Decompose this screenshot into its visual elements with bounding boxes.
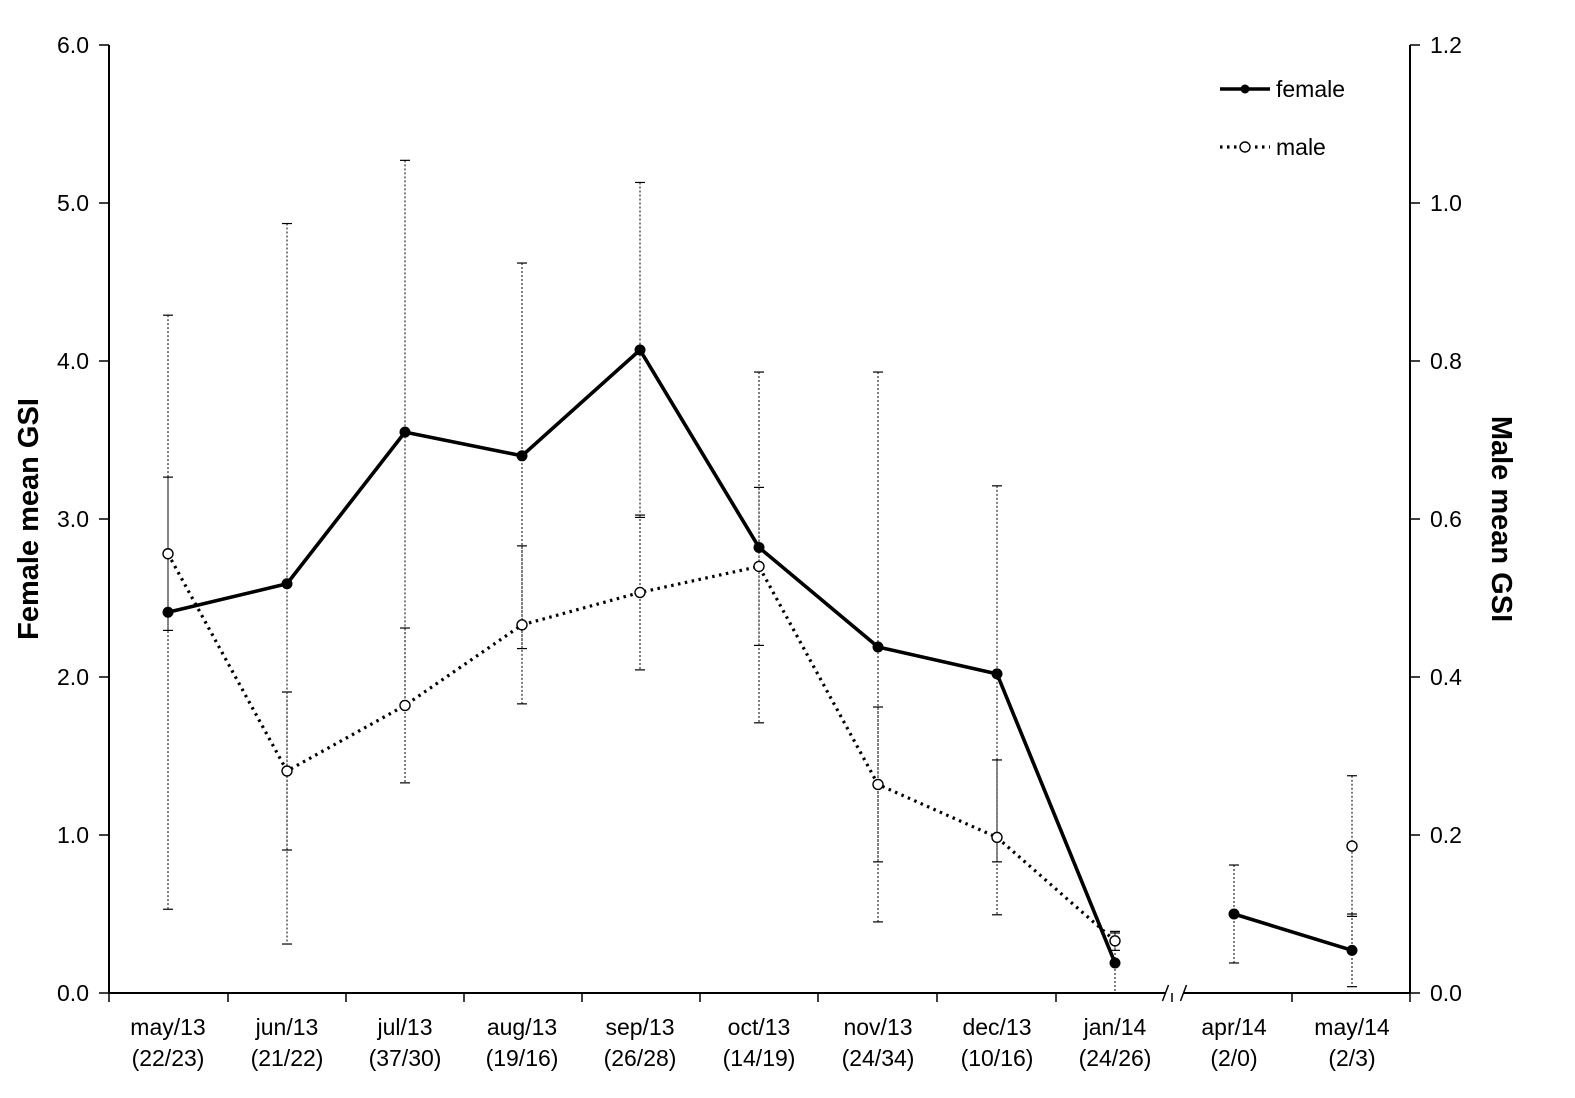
female-point (1228, 908, 1240, 920)
x-tick-label: aug/13 (487, 1014, 557, 1040)
male-point (162, 548, 174, 560)
axis-break-mark (1161, 984, 1170, 1002)
legend-male-label: male (1276, 134, 1326, 160)
x-tick-label-count: (14/19) (723, 1045, 796, 1071)
x-tick-label: apr/14 (1201, 1014, 1266, 1040)
legend: female male (1220, 76, 1345, 160)
right-axis-title: Male mean GSI (1485, 416, 1517, 622)
right-y-tick-label: 0.2 (1430, 822, 1462, 848)
male-point (991, 831, 1003, 844)
male-point (281, 765, 293, 777)
x-tick-label-count: (19/16) (486, 1045, 559, 1071)
left-y-tick-label: 4.0 (57, 348, 89, 374)
female-point (281, 578, 293, 590)
female-line (1233, 912, 1353, 953)
x-tick-label: may/14 (1314, 1014, 1390, 1040)
left-y-tick-label: 3.0 (57, 506, 89, 532)
female-point (753, 541, 765, 553)
left-y-tick-label: 2.0 (57, 664, 89, 690)
female-point (162, 606, 174, 618)
male-point (872, 778, 884, 791)
x-tick-label-count: (21/22) (251, 1045, 324, 1071)
male-point (1109, 935, 1121, 947)
series-markers (162, 344, 1358, 969)
right-y-tick-label: 0.6 (1430, 506, 1462, 532)
left-y-tick-label: 1.0 (57, 822, 89, 848)
right-y-tick-label: 1.0 (1430, 190, 1462, 216)
x-tick-label: jan/14 (1083, 1014, 1147, 1040)
error-bars (163, 159, 1357, 993)
x-tick-label: oct/13 (728, 1014, 791, 1040)
x-tick-label: may/13 (130, 1014, 205, 1040)
female-point (399, 426, 411, 438)
x-tick-label-count: (10/16) (961, 1045, 1034, 1071)
female-line (167, 348, 1117, 964)
x-tick-label: dec/13 (962, 1014, 1031, 1040)
right-y-tick-label: 0.4 (1430, 664, 1462, 690)
male-point (1346, 840, 1358, 852)
female-point (991, 668, 1003, 680)
x-tick-label-count: (37/30) (369, 1045, 442, 1071)
axes: 0.0 1.0 2.0 3.0 4.0 5.0 6.0 0.0 0.2 0.4 0.6 0.8 1.0 1… (13, 32, 1517, 1071)
male-point (753, 560, 765, 573)
male-point (399, 699, 411, 712)
female-point (516, 450, 528, 462)
x-tick-label-count: (26/28) (604, 1045, 677, 1071)
female-point (872, 641, 884, 653)
x-tick-label: sep/13 (605, 1014, 674, 1040)
series-lines (166, 348, 1353, 964)
female-point (1346, 944, 1358, 956)
right-y-tick-label: 0.0 (1430, 980, 1462, 1006)
male-point (634, 586, 646, 599)
x-tick-label-count: (24/34) (842, 1045, 915, 1071)
right-y-tick-label: 0.8 (1430, 348, 1462, 374)
x-tick-label-count: (2/0) (1210, 1045, 1257, 1071)
male-line (166, 552, 1117, 943)
x-tick-label: jul/13 (377, 1014, 433, 1040)
female-point (634, 344, 646, 356)
left-y-tick-label: 6.0 (57, 32, 89, 58)
x-tick-label-count: (2/3) (1328, 1045, 1375, 1071)
legend-male-marker (1239, 141, 1251, 153)
left-y-tick-label: 0.0 (57, 980, 89, 1006)
legend-female-marker (1240, 84, 1250, 94)
left-y-tick-label: 5.0 (57, 190, 89, 216)
x-tick-label: jun/13 (255, 1014, 319, 1040)
right-y-tick-label: 1.2 (1430, 32, 1462, 58)
female-point (1109, 957, 1121, 969)
x-tick-label-count: (24/26) (1079, 1045, 1152, 1071)
left-axis-title: Female mean GSI (13, 398, 45, 640)
male-point (516, 619, 528, 631)
x-tick-label: nov/13 (843, 1014, 912, 1040)
x-tick-label-count: (22/23) (132, 1045, 205, 1071)
legend-female-label: female (1276, 76, 1345, 102)
axis-break-mark (1179, 984, 1188, 1002)
